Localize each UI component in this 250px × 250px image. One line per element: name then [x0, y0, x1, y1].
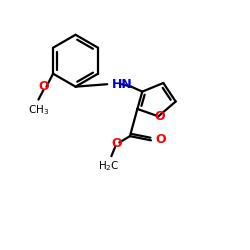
- Text: O: O: [154, 110, 165, 123]
- Text: O: O: [155, 133, 166, 146]
- Text: O: O: [111, 137, 122, 150]
- Text: HN: HN: [112, 78, 132, 91]
- Text: CH$_3$: CH$_3$: [28, 103, 49, 117]
- Text: O: O: [38, 80, 49, 93]
- Text: H$_2$C: H$_2$C: [98, 160, 120, 173]
